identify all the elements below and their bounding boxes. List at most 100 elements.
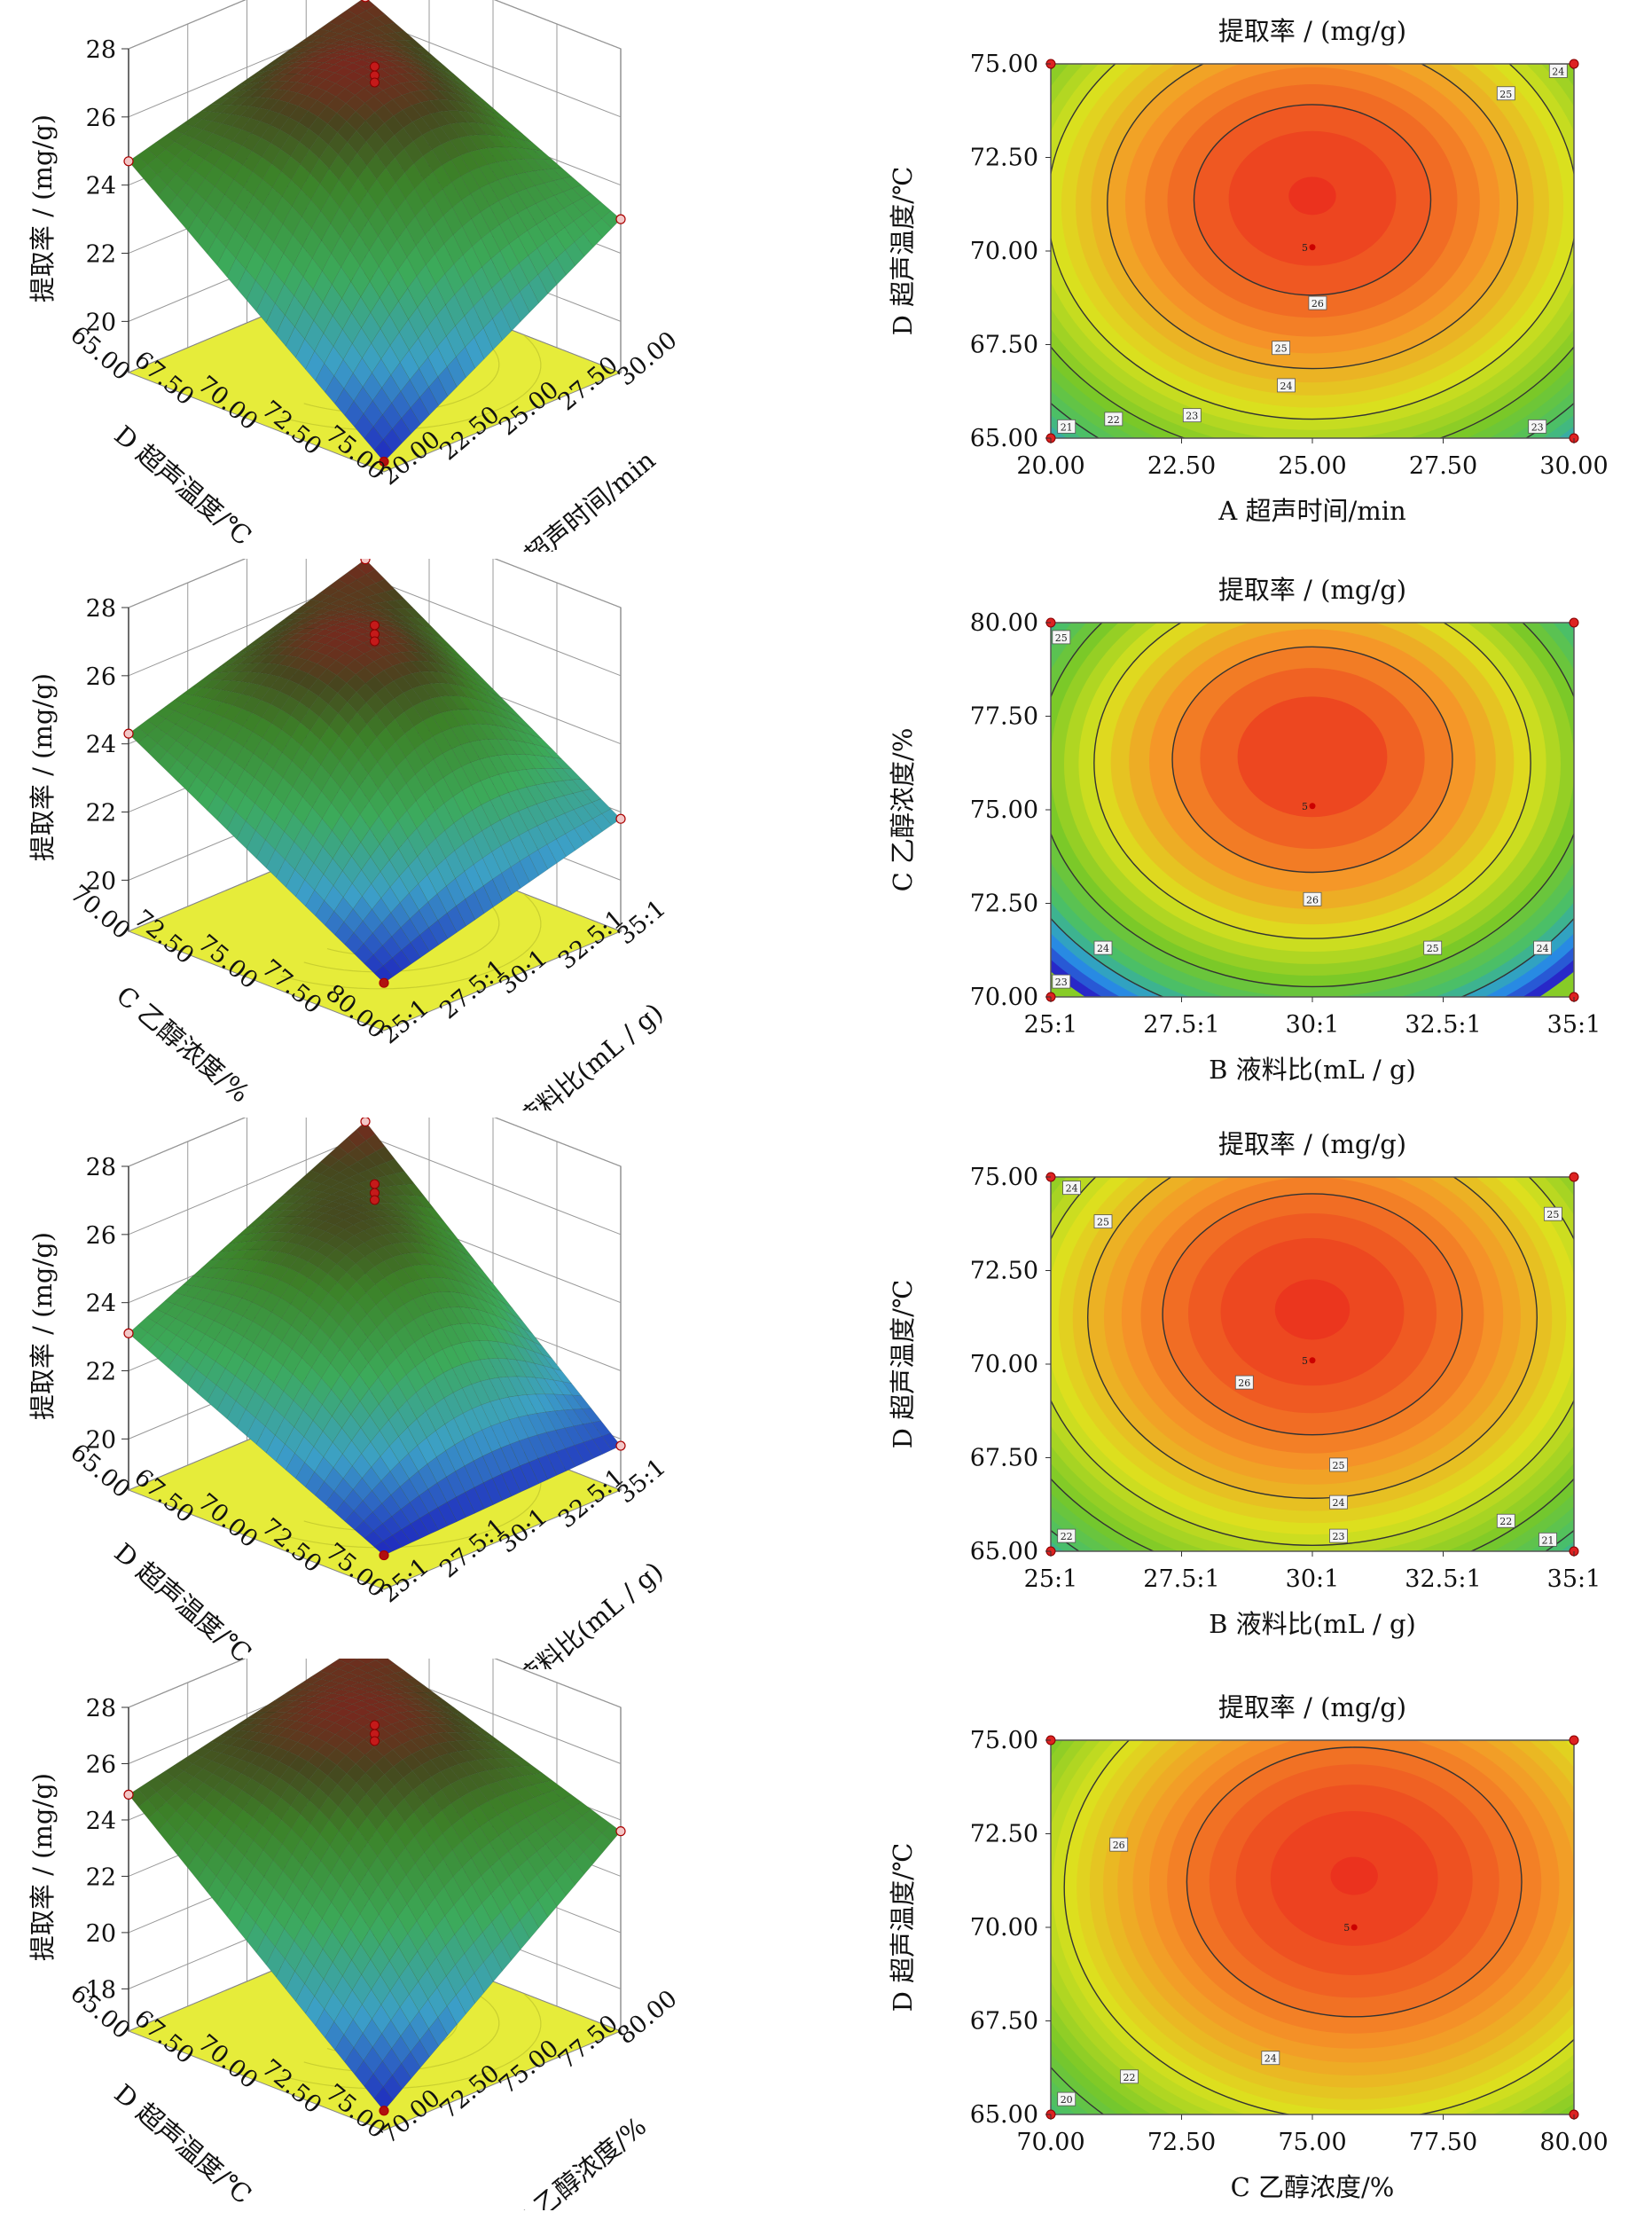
y-tick-label: 67.50: [970, 1445, 1038, 1472]
contour-fill: [886, 0, 1652, 552]
z-tick-label: 24: [86, 1291, 116, 1318]
design-point: [380, 1551, 388, 1560]
contour-label: 23: [1333, 1531, 1345, 1542]
z-axis-label: 提取率 / (mg/g): [27, 114, 58, 302]
center-design-point: [371, 78, 380, 87]
center-point-label: 5: [1302, 801, 1308, 812]
design-point: [616, 814, 625, 823]
y-tick-label: 65.00: [970, 425, 1038, 452]
center-point: [1310, 803, 1316, 809]
x-tick-label: 32.5:1: [1405, 1011, 1481, 1039]
y-tick-label: 70.00: [970, 1914, 1038, 1942]
design-point: [124, 1329, 133, 1338]
y-tick-label: 67.50: [970, 2008, 1038, 2036]
y-tick-label: 70.00: [970, 984, 1038, 1011]
y-axis-label: D 超声温度/℃: [108, 1537, 257, 1669]
x-axis-label: B 液料比(mL / g): [490, 1556, 669, 1669]
design-point: [1570, 618, 1578, 627]
z-tick-label: 28: [86, 1695, 116, 1722]
design-point: [124, 729, 133, 738]
z-tick-label: 28: [86, 1154, 116, 1181]
x-tick-label: 25:1: [1024, 1011, 1078, 1039]
z-tick-label: 26: [86, 1222, 116, 1250]
contour-label: 24: [1097, 943, 1109, 954]
center-design-point: [371, 1737, 380, 1746]
y-tick-label: 67.50: [970, 332, 1038, 359]
y-tick-label: 75.00: [970, 51, 1038, 78]
contour-label: 23: [1055, 977, 1068, 988]
x-axis-label: B 液料比(mL / g): [1209, 1609, 1416, 1639]
z-tick-label: 28: [86, 36, 116, 64]
x-tick-label: 30:1: [1286, 1565, 1340, 1593]
x-tick-label: 70.00: [1016, 2129, 1084, 2156]
contour-label: 24: [1537, 943, 1549, 954]
contour-label: 21: [1542, 1534, 1554, 1546]
z-tick-label: 26: [86, 1751, 116, 1778]
chart-title: 提取率 / (mg/g): [1218, 575, 1406, 605]
design-point: [1570, 1736, 1578, 1745]
y-tick-label: 72.50: [970, 1821, 1038, 1848]
contour-label: 24: [1552, 66, 1564, 77]
y-tick-label: 72.50: [970, 890, 1038, 918]
center-design-point: [371, 621, 380, 630]
design-point: [361, 559, 370, 564]
x-tick-label: 25.00: [1278, 452, 1346, 480]
x-tick-label: 27.50: [1409, 452, 1477, 480]
contour-label: 22: [1124, 2072, 1136, 2083]
contour-label: 24: [1280, 380, 1293, 392]
x-axis-label: B 液料比(mL / g): [1209, 1055, 1416, 1085]
contour-label: 24: [1333, 1497, 1345, 1509]
x-tick-label: 80.00: [613, 1985, 683, 2050]
y-axis-label: C 乙醇浓度/%: [111, 980, 255, 1109]
z-tick-label: 26: [86, 105, 116, 132]
contour-label: 24: [1264, 2053, 1277, 2065]
design-point: [616, 215, 625, 224]
x-tick-label: 75.00: [1278, 2129, 1346, 2156]
design-point: [1570, 59, 1578, 68]
y-axis-label: D 超声温度/℃: [888, 1843, 918, 2012]
center-point-label: 5: [1302, 1355, 1308, 1367]
chart-title: 提取率 / (mg/g): [1218, 16, 1406, 46]
x-tick-label: 30:1: [1286, 1011, 1340, 1039]
x-tick-label: 80.00: [1539, 2129, 1608, 2156]
center-point-label: 5: [1343, 1922, 1350, 1934]
contour-label: 23: [1186, 411, 1198, 422]
contour-band: [1238, 696, 1388, 817]
contour-fill: [876, 1113, 1652, 1665]
z-tick-label: 22: [86, 1359, 116, 1386]
contour-fill: [881, 1676, 1652, 2210]
z-tick-label: 28: [86, 595, 116, 623]
center-point: [1310, 1357, 1316, 1363]
design-point: [1570, 1173, 1578, 1181]
x-tick-label: 27.5:1: [1143, 1011, 1219, 1039]
y-tick-label: 65.00: [970, 1538, 1038, 1565]
contour-label: 26: [1306, 894, 1319, 906]
z-tick-label: 24: [86, 173, 116, 200]
z-tick-label: 20: [86, 1920, 116, 1948]
center-design-point: [371, 637, 380, 646]
contour-label: 25: [1097, 1217, 1109, 1228]
contour-band: [1288, 177, 1335, 215]
contour-label: 24: [1066, 1183, 1078, 1195]
center-design-point: [371, 1196, 380, 1204]
z-tick-label: 22: [86, 800, 116, 828]
contour-label: 22: [1108, 414, 1120, 426]
z-tick-label: 22: [86, 241, 116, 269]
y-tick-label: 72.50: [970, 145, 1038, 172]
center-design-point: [371, 1721, 380, 1730]
center-design-point: [371, 62, 380, 71]
y-tick-label: 80.00: [970, 609, 1038, 637]
y-axis-label: D 超声温度/℃: [888, 1280, 918, 1449]
z-axis-label: 提取率 / (mg/g): [27, 1232, 58, 1420]
